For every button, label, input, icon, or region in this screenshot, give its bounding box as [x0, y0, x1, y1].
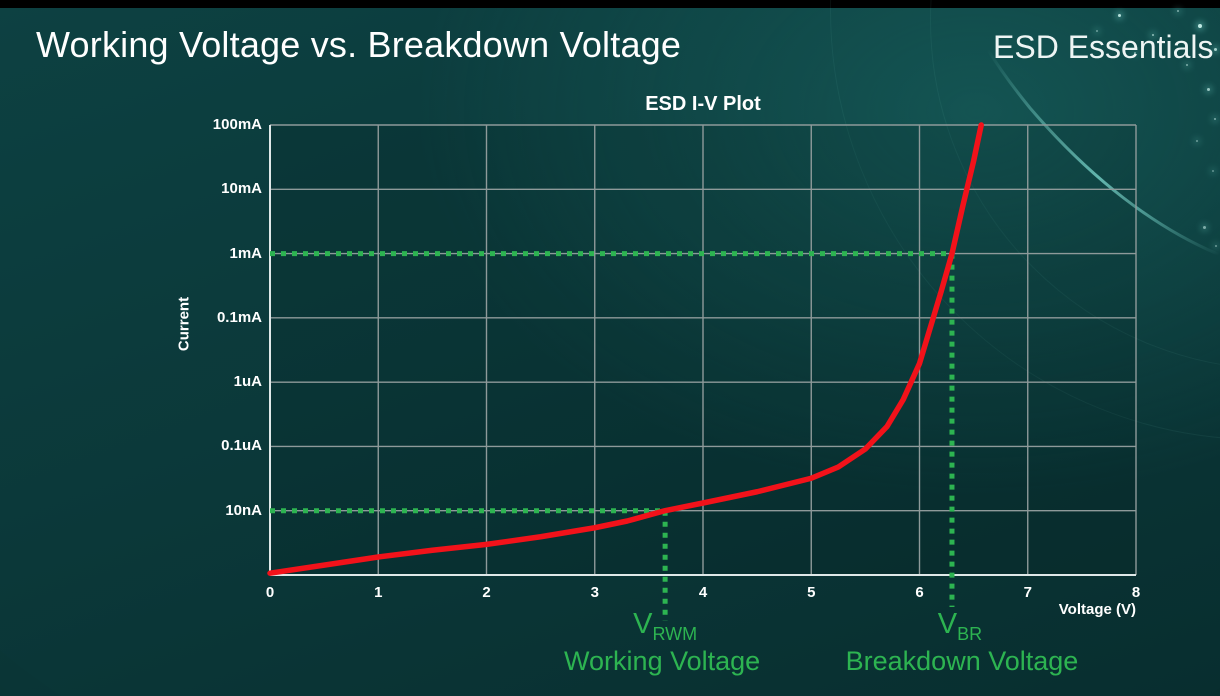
particle-dot [1207, 88, 1210, 91]
x-tick-label: 1 [374, 584, 383, 601]
plot-area [267, 122, 1137, 621]
particle-dot [1196, 140, 1198, 142]
vrwm-annotation-label: VRWM [633, 608, 697, 645]
slide-title: Working Voltage vs. Breakdown Voltage [36, 24, 682, 65]
particle-dot [1203, 226, 1206, 229]
top-black-bar [0, 0, 1220, 8]
y-tick-label: 0.1mA [216, 308, 262, 326]
x-tick-label: 6 [915, 584, 924, 601]
chart-title: ESD I-V Plot [645, 93, 761, 115]
y-tick-label: 10mA [221, 180, 262, 198]
particle-dot [1214, 48, 1217, 51]
x-tick-label: 5 [807, 584, 816, 601]
particle-dot [1198, 24, 1202, 28]
particle-dot [1214, 118, 1216, 120]
x-tick-label: 7 [1023, 584, 1032, 601]
x-tick-label: 2 [482, 584, 491, 601]
x-tick-label: 0 [265, 584, 275, 601]
x-tick-label: 4 [698, 584, 708, 601]
x-tick-label: 8 [1131, 584, 1141, 601]
particle-dot [1215, 245, 1217, 247]
particle-dot [1212, 170, 1214, 172]
iv-curve [267, 122, 984, 576]
particle-dot [1152, 34, 1154, 36]
y-tick-label: 1uA [233, 373, 262, 391]
vrwm-symbol: V [633, 608, 653, 640]
vbr-subscript: BR [957, 623, 983, 644]
y-tick-label: 1mA [229, 244, 262, 262]
x-axis-label: Voltage (V) [1058, 601, 1136, 618]
y-tick-label: 10nA [225, 501, 262, 519]
y-axis-label: Current [175, 296, 193, 352]
vbr-symbol: V [937, 608, 958, 640]
y-tick-label: 0.1uA [221, 437, 262, 455]
breakdown-voltage-caption: Breakdown Voltage [845, 646, 1079, 676]
particle-dot [1118, 14, 1121, 17]
working-voltage-caption: Working Voltage [564, 646, 761, 676]
vrwm-subscript: RWM [652, 623, 698, 644]
y-tick-label: 100mA [212, 116, 262, 133]
particle-dot [1134, 52, 1136, 54]
particle-dot [1186, 64, 1188, 66]
particle-dot [1096, 30, 1098, 32]
particle-dot [1177, 10, 1179, 12]
brand-text: ESD Essentials [993, 29, 1214, 65]
vbr-annotation-label: VBR [938, 608, 982, 645]
x-tick-label: 3 [590, 584, 599, 601]
decorative-swoosh [986, 50, 1220, 257]
